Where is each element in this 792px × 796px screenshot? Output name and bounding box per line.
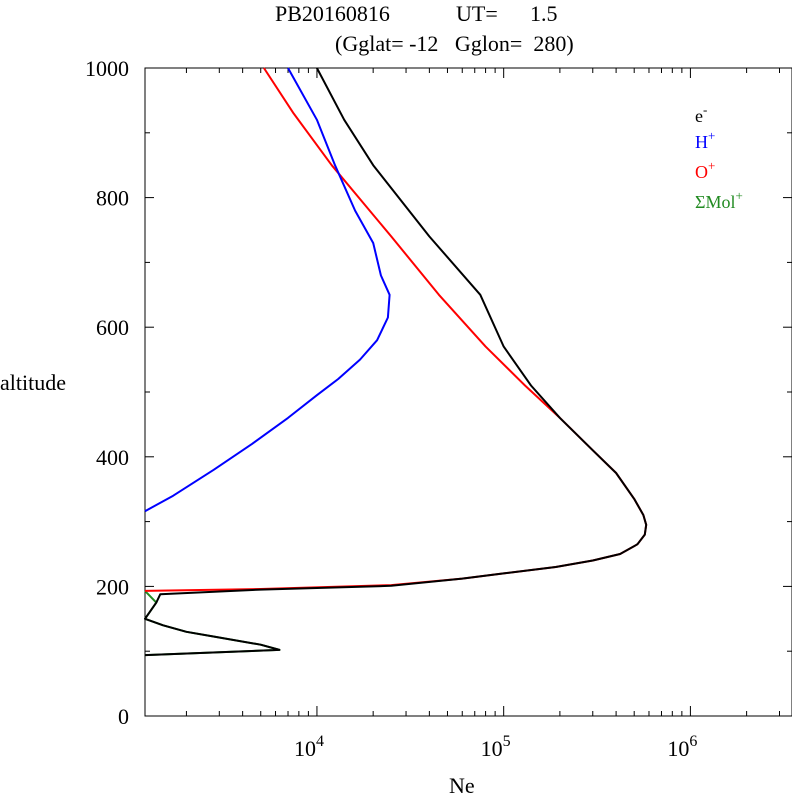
- legend-item-electrons: e-: [695, 102, 707, 126]
- series-line-electrons: [144, 67, 648, 657]
- chart-subtitle: (Gglat= -12 Gglon= 280): [335, 31, 574, 56]
- x-tick-label: 104: [294, 733, 324, 761]
- chart-title-ut-label: UT=: [456, 1, 498, 26]
- x-tick-label: 106: [667, 733, 697, 761]
- legend-item-h-plus: H+: [695, 128, 715, 152]
- y-tick-label: 200: [96, 574, 129, 599]
- series-layer: [144, 67, 648, 657]
- y-axis-label: altitude: [0, 370, 66, 395]
- y-tick-label: 1000: [85, 56, 129, 81]
- legend: e-H+ O+ ΣMol+: [695, 102, 743, 212]
- series-line-o-plus: [144, 67, 648, 592]
- legend-item-mol-plus: ΣMol+: [695, 188, 743, 212]
- x-tick-label: 105: [481, 733, 511, 761]
- series-line-h-plus: [144, 67, 391, 513]
- ticks-layer: 0 200 400 600 800 1000 104 105 106: [85, 56, 792, 761]
- chart-title-id: PB20160816: [275, 1, 390, 26]
- y-tick-label: 800: [96, 186, 129, 211]
- y-tick-label: 0: [118, 704, 129, 729]
- legend-item-o-plus: O+: [695, 158, 715, 182]
- x-axis-label: Ne: [449, 773, 475, 796]
- y-tick-label: 600: [96, 315, 129, 340]
- chart-title-ut-value: 1.5: [530, 1, 558, 26]
- y-tick-label: 400: [96, 445, 129, 470]
